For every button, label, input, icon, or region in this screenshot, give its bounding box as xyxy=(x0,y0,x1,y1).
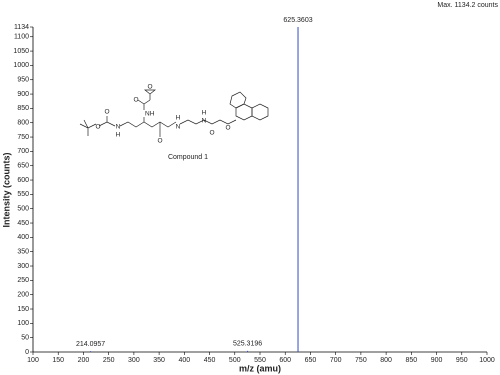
y-tick-label: 850 xyxy=(17,105,29,112)
y-tick-label: 400 xyxy=(17,234,29,241)
y-tick-label: 1100 xyxy=(14,34,29,41)
x-tick-label: 650 xyxy=(305,357,317,364)
ring xyxy=(251,103,269,121)
y-tick-label: 1000 xyxy=(13,62,29,69)
bond xyxy=(98,121,116,127)
y-tick-label: 550 xyxy=(17,191,29,198)
bond xyxy=(143,99,151,110)
x-tick-label: 1000 xyxy=(479,357,495,364)
atom-label: H xyxy=(116,132,121,139)
y-tick-label: 350 xyxy=(17,249,29,256)
compound-name: Compound 1 xyxy=(168,154,208,161)
y-tick-label: 750 xyxy=(17,134,29,141)
x-tick-label: 500 xyxy=(229,357,241,364)
atom-label: O xyxy=(157,138,162,145)
x-tick-label: 850 xyxy=(405,357,417,364)
atom-label: O xyxy=(209,130,214,137)
x-tick-label: 150 xyxy=(52,357,64,364)
x-tick-label: 800 xyxy=(380,357,392,364)
atom-label: O xyxy=(133,97,138,104)
ring xyxy=(229,91,247,109)
x-axis-title: m/z (amu) xyxy=(239,363,281,373)
y-tick-label: 200 xyxy=(17,292,29,299)
y-tick-label: 300 xyxy=(17,263,29,270)
x-tick-label: 750 xyxy=(355,357,367,364)
bond xyxy=(83,119,89,129)
atom-label: N xyxy=(176,124,181,131)
atom-label: N xyxy=(202,118,207,125)
atom-label: O xyxy=(104,109,109,116)
peak-label: 214.0957 xyxy=(76,341,105,348)
structure: O O N H O NH O O N H H N O O Compound 1 xyxy=(79,84,269,161)
atom-label: NH xyxy=(145,111,155,118)
atom-label: H xyxy=(202,110,207,117)
x-tick-label: 550 xyxy=(254,357,266,364)
atom-label: O xyxy=(95,124,100,131)
x-tick-label: 950 xyxy=(456,357,468,364)
x-tick-label: 600 xyxy=(279,357,291,364)
x-tick-label: 900 xyxy=(431,357,443,364)
peak-label: 525.3196 xyxy=(233,341,262,348)
y-tick-label: 650 xyxy=(17,163,29,170)
y-tick-label: 250 xyxy=(17,277,29,284)
x-tick-label: 350 xyxy=(153,357,165,364)
x-tick-label: 450 xyxy=(204,357,216,364)
x-tick-label: 100 xyxy=(27,357,39,364)
y-tick-label: 700 xyxy=(17,148,29,155)
y-tick-label: 0 xyxy=(25,349,29,356)
y-axis-title: Intensity (counts) xyxy=(1,152,11,227)
y-tick-label: 800 xyxy=(17,120,29,127)
y-tick-label: 500 xyxy=(17,206,29,213)
y-tick-label: 1134 xyxy=(14,24,29,31)
y-tick-label: 50 xyxy=(21,335,29,342)
y-tick-label: 100 xyxy=(17,320,29,327)
y-tick-label: 600 xyxy=(17,177,29,184)
x-tick-label: 250 xyxy=(103,357,115,364)
y-tick-label: 150 xyxy=(17,306,29,313)
x-tick-label: 700 xyxy=(330,357,342,364)
x-tick-label: 300 xyxy=(128,357,140,364)
peak-label: 625.3603 xyxy=(283,17,312,24)
bond xyxy=(179,119,237,125)
x-tick-label: 200 xyxy=(78,357,90,364)
y-tick-label: 1050 xyxy=(13,48,29,55)
atom-label: O xyxy=(147,84,152,91)
max-label: Max. 1134.2 counts xyxy=(437,2,498,9)
atom-label: N xyxy=(116,124,121,131)
y-tick-label: 450 xyxy=(17,220,29,227)
ring xyxy=(235,103,253,121)
bond xyxy=(119,121,177,128)
atom-label: O xyxy=(225,125,230,132)
y-tick-label: 950 xyxy=(17,77,29,84)
bond xyxy=(137,99,145,105)
x-tick-label: 400 xyxy=(178,357,190,364)
y-tick-label: 900 xyxy=(17,91,29,98)
atom-label: H xyxy=(176,115,181,122)
bond xyxy=(144,89,156,100)
